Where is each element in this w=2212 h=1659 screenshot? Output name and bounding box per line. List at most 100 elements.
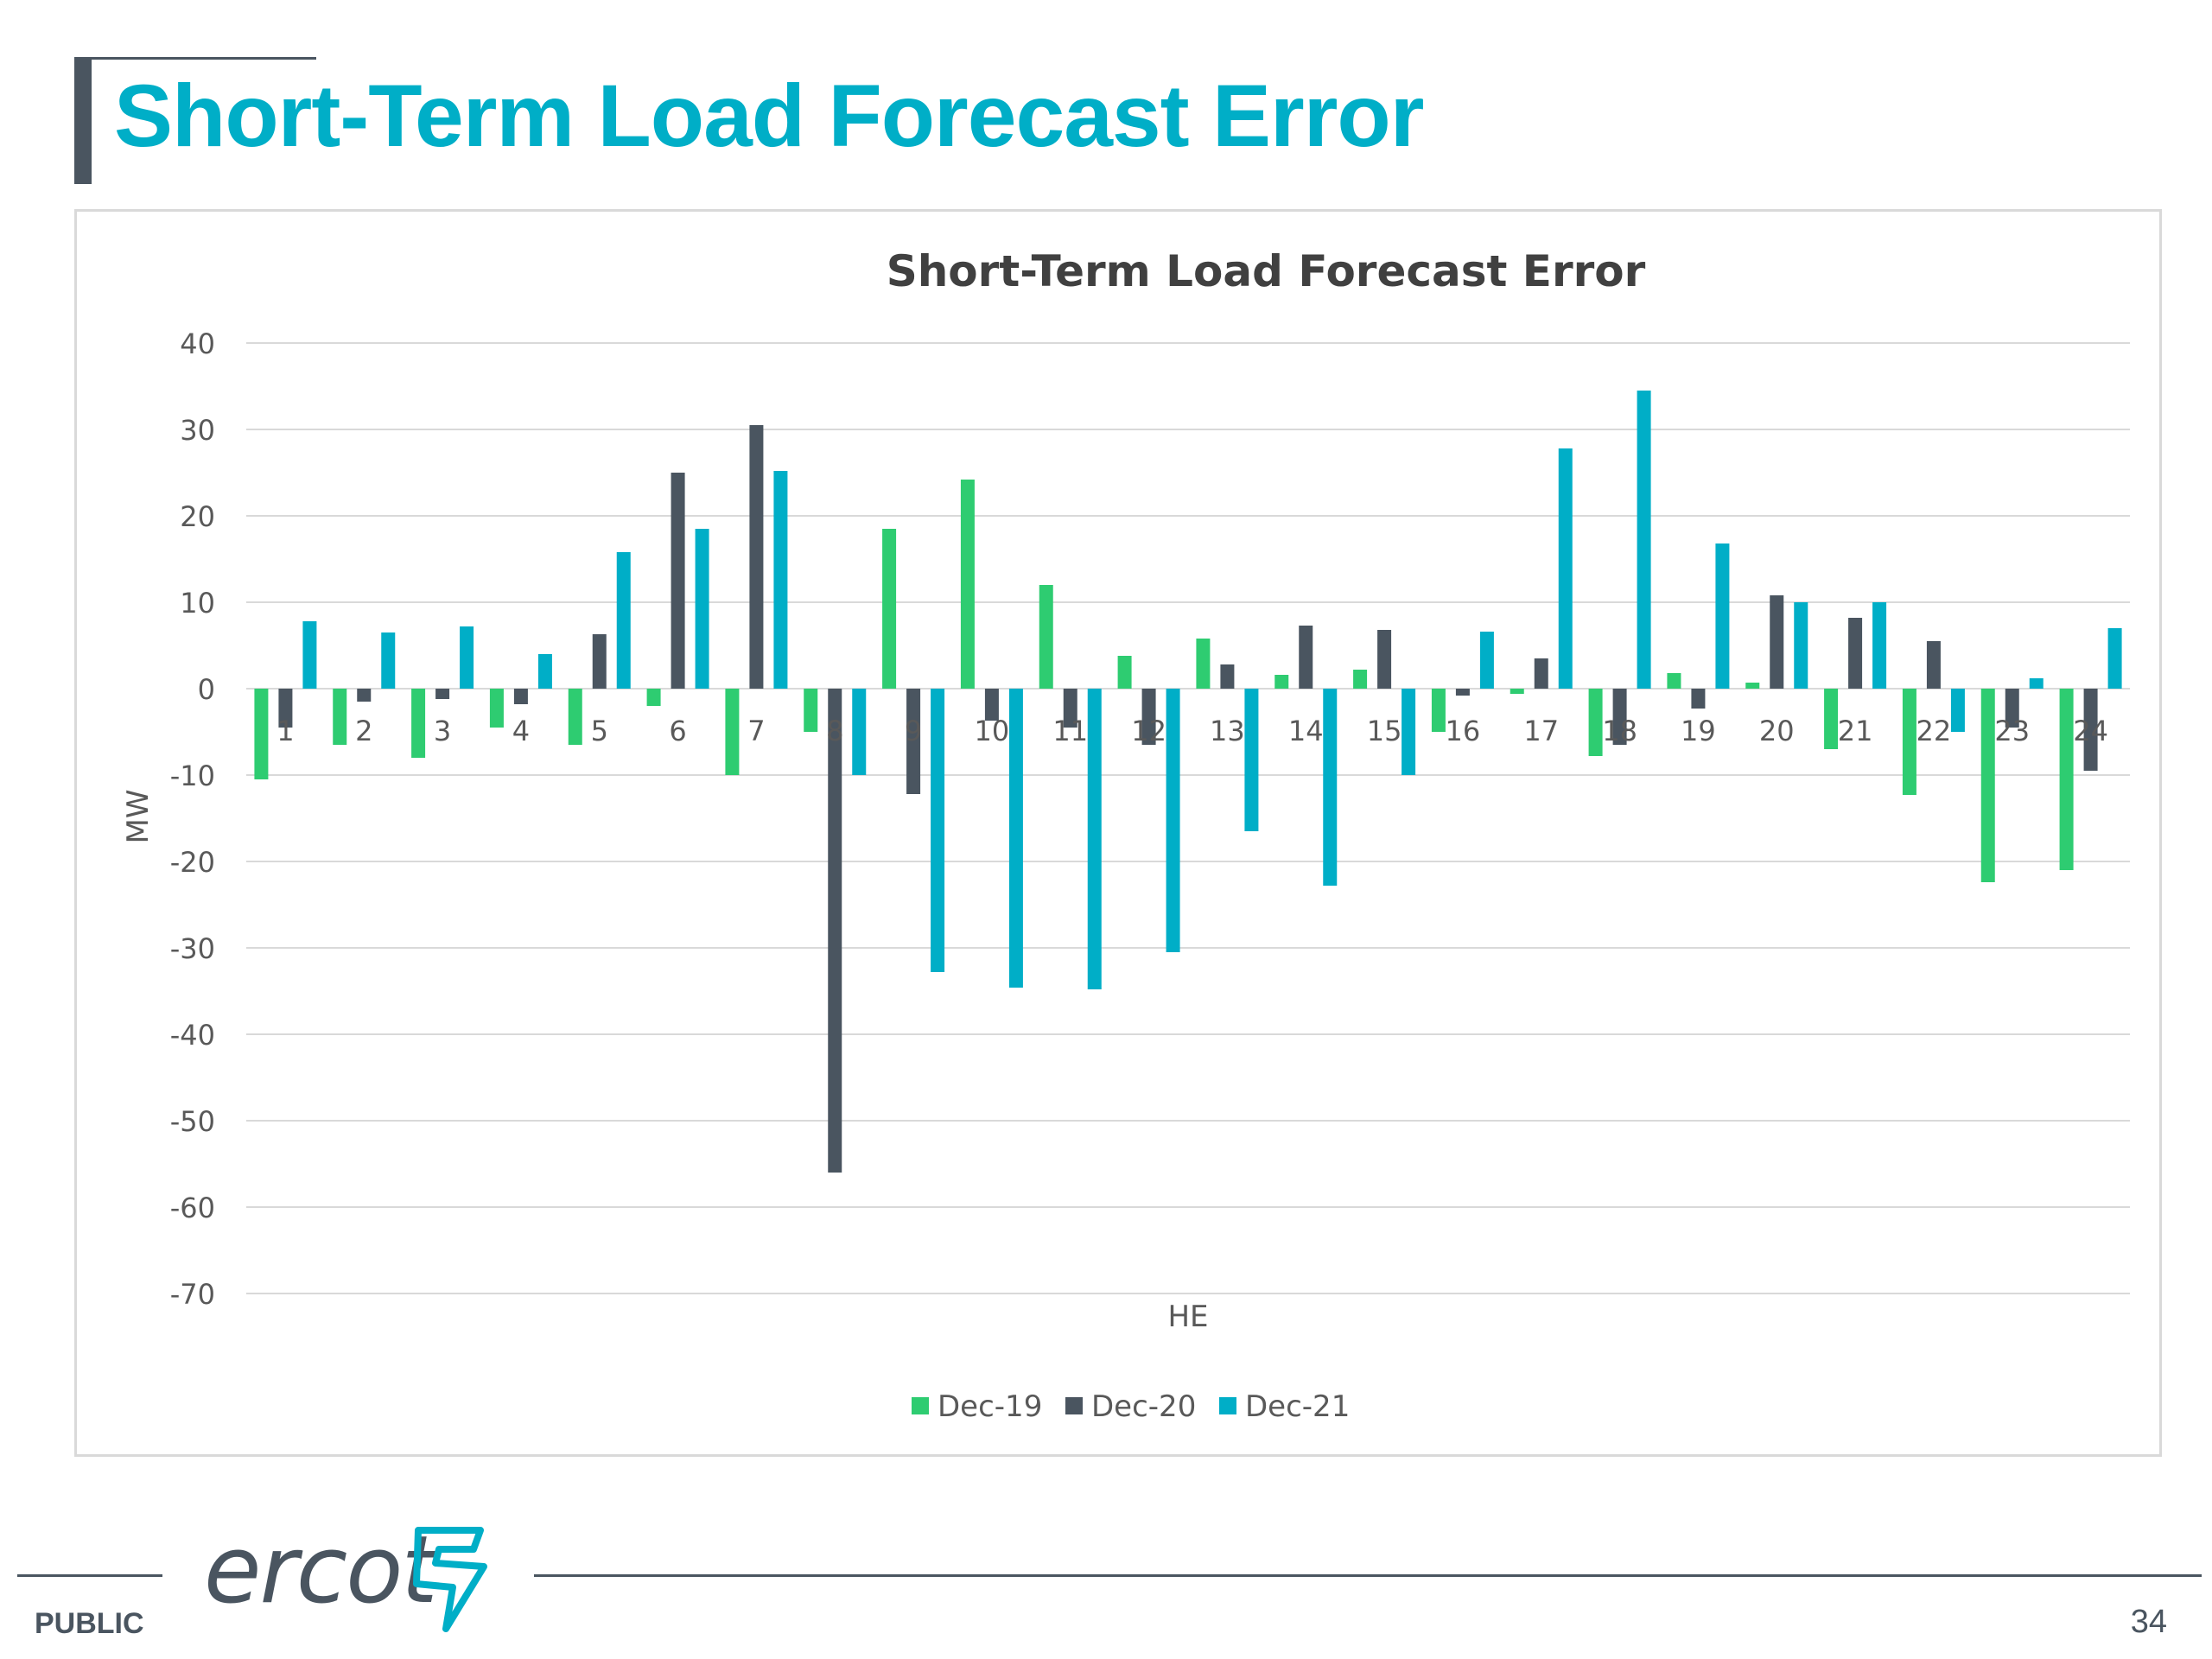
x-tick-label: 8 (826, 715, 843, 747)
x-tick-label: 20 (1759, 715, 1795, 747)
bar-dec-21 (302, 621, 317, 689)
y-tick-label: -20 (170, 846, 215, 879)
logo-bolt-icon (413, 1527, 487, 1632)
bar-dec-20 (1377, 630, 1392, 689)
bar-dec-20 (1220, 664, 1235, 689)
bar-dec-21 (1950, 689, 1965, 732)
bar-dec-20 (1063, 689, 1077, 728)
bar-dec-20 (278, 689, 293, 728)
x-tick-label: 4 (512, 715, 530, 747)
slide-title: Short-Term Load Forecast Error (114, 67, 1424, 165)
chart: Short-Term Load Forecast Error 40 30 20 10 0 -… (121, 246, 2130, 1424)
bar-dec-20 (1612, 689, 1627, 745)
bar-dec-21 (931, 689, 945, 972)
bar-dec-19 (1588, 689, 1603, 756)
x-tick-label: 21 (1838, 715, 1873, 747)
chart-title: Short-Term Load Forecast Error (887, 246, 1646, 296)
legend-label: Dec-21 (1245, 1389, 1350, 1424)
bar-dec-21 (773, 471, 788, 689)
bar-dec-20 (1455, 689, 1470, 696)
bar-dec-19 (1980, 689, 1995, 882)
bar-dec-21 (1008, 689, 1023, 988)
bar-dec-21 (2029, 678, 2044, 689)
bar-dec-20 (1926, 641, 1941, 689)
bar-dec-19 (1510, 689, 1524, 694)
bar-dec-20 (1770, 595, 1784, 689)
x-tick-label: 17 (1523, 715, 1559, 747)
bar-dec-20 (1534, 658, 1548, 689)
x-tick-label: 11 (1052, 715, 1088, 747)
bar-dec-19 (1039, 585, 1053, 689)
bar-dec-21 (1166, 689, 1180, 952)
y-tick-label: 10 (180, 587, 215, 620)
bar-dec-20 (749, 425, 764, 689)
legend-label: Dec-20 (1091, 1389, 1196, 1424)
bar-dec-19 (1117, 656, 1132, 689)
bar-dec-21 (1558, 448, 1573, 689)
y-tick-label: -30 (170, 932, 215, 965)
chart-frame: Short-Term Load Forecast Error 40 30 20 10 0 -… (74, 209, 2162, 1457)
bar-dec-20 (2005, 689, 2019, 728)
legend-swatch-dec-20 (1065, 1397, 1083, 1414)
bar-dec-19 (1902, 689, 1916, 795)
bar-dec-20 (435, 689, 450, 699)
legend-swatch-dec-19 (912, 1397, 929, 1414)
bar-dec-19 (1274, 675, 1289, 689)
x-tick-label: 6 (669, 715, 686, 747)
y-tick-label: -10 (170, 760, 215, 792)
bar-dec-19 (1196, 639, 1211, 689)
footer-line-left (17, 1574, 162, 1577)
ercot-logo: ercot (204, 1516, 487, 1632)
x-tick-label: 12 (1131, 715, 1166, 747)
bar-dec-19 (1745, 683, 1760, 689)
x-tick-label: 22 (1916, 715, 1952, 747)
bar-dec-19 (725, 689, 740, 775)
bar-dec-19 (960, 480, 975, 689)
bar-dec-20 (2083, 689, 2098, 771)
footer-line-right (534, 1574, 2202, 1577)
bar-dec-20 (1848, 618, 1863, 689)
bar-dec-21 (1794, 602, 1808, 689)
bar-dec-21 (381, 632, 396, 689)
x-tick-label: 1 (276, 715, 294, 747)
x-tick-label: 7 (747, 715, 765, 747)
bar-dec-21 (1872, 602, 1887, 689)
y-tick-label: 30 (180, 414, 215, 447)
bar-dec-21 (1323, 689, 1338, 886)
bar-dec-20 (592, 634, 607, 689)
x-tick-label: 19 (1681, 715, 1716, 747)
bar-dec-21 (1087, 689, 1102, 989)
y-tick-label: 0 (198, 673, 215, 706)
x-tick-label: 16 (1446, 715, 1481, 747)
x-tick-label: 2 (355, 715, 372, 747)
x-tick-label: 10 (975, 715, 1010, 747)
bar-dec-21 (695, 529, 709, 689)
y-axis-title: MW (121, 790, 156, 844)
bar-dec-21 (616, 552, 631, 689)
x-tick-label: 24 (2073, 715, 2108, 747)
x-tick-label: 9 (905, 715, 922, 747)
bar-dec-19 (646, 689, 661, 706)
logo-text: ercot (204, 1516, 438, 1624)
bar-dec-19 (489, 689, 504, 728)
bar-dec-19 (2059, 689, 2074, 870)
bar-dec-19 (804, 689, 818, 732)
bar-dec-20 (828, 689, 842, 1173)
y-tick-label: -70 (170, 1278, 215, 1311)
title-accent-bar (74, 57, 92, 184)
x-tick-label: 3 (434, 715, 451, 747)
bar-dec-19 (1353, 670, 1368, 689)
bar-dec-21 (852, 689, 867, 775)
bar-dec-21 (2107, 628, 2122, 689)
bar-dec-20 (357, 689, 372, 702)
bar-dec-20 (1299, 626, 1313, 689)
bar-dec-21 (1715, 543, 1730, 689)
y-tick-label: -50 (170, 1105, 215, 1138)
x-tick-label: 15 (1367, 715, 1402, 747)
bar-dec-19 (333, 689, 347, 745)
bar-dec-20 (906, 689, 921, 794)
y-tick-label: 40 (180, 327, 215, 360)
title-top-line (74, 57, 316, 60)
bar-dec-19 (1667, 673, 1681, 689)
x-axis-title: HE (1167, 1300, 1208, 1334)
